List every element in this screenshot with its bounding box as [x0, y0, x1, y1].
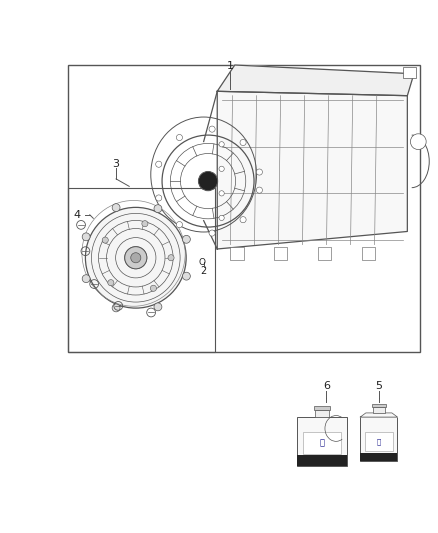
- Text: Ⓜ: Ⓜ: [319, 439, 325, 448]
- Circle shape: [168, 255, 174, 261]
- Circle shape: [410, 134, 426, 150]
- Bar: [360, 453, 397, 462]
- Bar: [68, 188, 215, 352]
- Circle shape: [82, 233, 90, 241]
- Bar: [373, 407, 385, 413]
- Circle shape: [150, 285, 156, 292]
- Text: O: O: [199, 257, 206, 266]
- Circle shape: [219, 215, 224, 221]
- Text: 6: 6: [323, 381, 330, 391]
- Circle shape: [183, 236, 191, 243]
- Circle shape: [82, 274, 90, 282]
- Circle shape: [177, 134, 183, 141]
- Bar: [297, 417, 347, 466]
- Circle shape: [209, 126, 215, 132]
- Text: 5: 5: [375, 381, 382, 391]
- Text: 3: 3: [113, 159, 120, 168]
- Bar: [314, 406, 330, 410]
- Bar: [315, 410, 329, 417]
- Text: Ⓜ: Ⓜ: [377, 438, 381, 445]
- Circle shape: [125, 247, 147, 269]
- Bar: [318, 247, 331, 260]
- Circle shape: [155, 161, 162, 167]
- Polygon shape: [217, 65, 414, 96]
- Circle shape: [219, 191, 224, 196]
- Circle shape: [183, 272, 191, 280]
- Bar: [365, 432, 393, 451]
- Circle shape: [142, 221, 148, 227]
- Polygon shape: [217, 91, 407, 249]
- Circle shape: [219, 142, 224, 147]
- Circle shape: [209, 230, 215, 236]
- Circle shape: [155, 195, 162, 201]
- Circle shape: [112, 204, 120, 212]
- Circle shape: [177, 222, 183, 228]
- Circle shape: [154, 205, 162, 213]
- Bar: [403, 67, 416, 78]
- Circle shape: [256, 187, 262, 193]
- Bar: [303, 432, 341, 454]
- Circle shape: [240, 216, 246, 223]
- Circle shape: [112, 304, 120, 312]
- Circle shape: [102, 237, 108, 243]
- Bar: [297, 455, 347, 466]
- Bar: [274, 247, 287, 260]
- Circle shape: [198, 172, 218, 191]
- Circle shape: [131, 253, 141, 263]
- Text: 4: 4: [73, 210, 80, 220]
- Circle shape: [154, 303, 162, 311]
- Circle shape: [256, 169, 262, 175]
- Bar: [362, 247, 375, 260]
- Bar: [230, 247, 244, 260]
- Bar: [372, 404, 386, 407]
- Polygon shape: [360, 413, 398, 417]
- Text: 1: 1: [226, 61, 233, 71]
- Circle shape: [108, 280, 114, 286]
- Circle shape: [219, 166, 224, 172]
- Bar: [360, 417, 397, 462]
- Text: 2: 2: [201, 266, 207, 276]
- Circle shape: [240, 140, 246, 146]
- Circle shape: [85, 207, 186, 308]
- Bar: [68, 65, 420, 352]
